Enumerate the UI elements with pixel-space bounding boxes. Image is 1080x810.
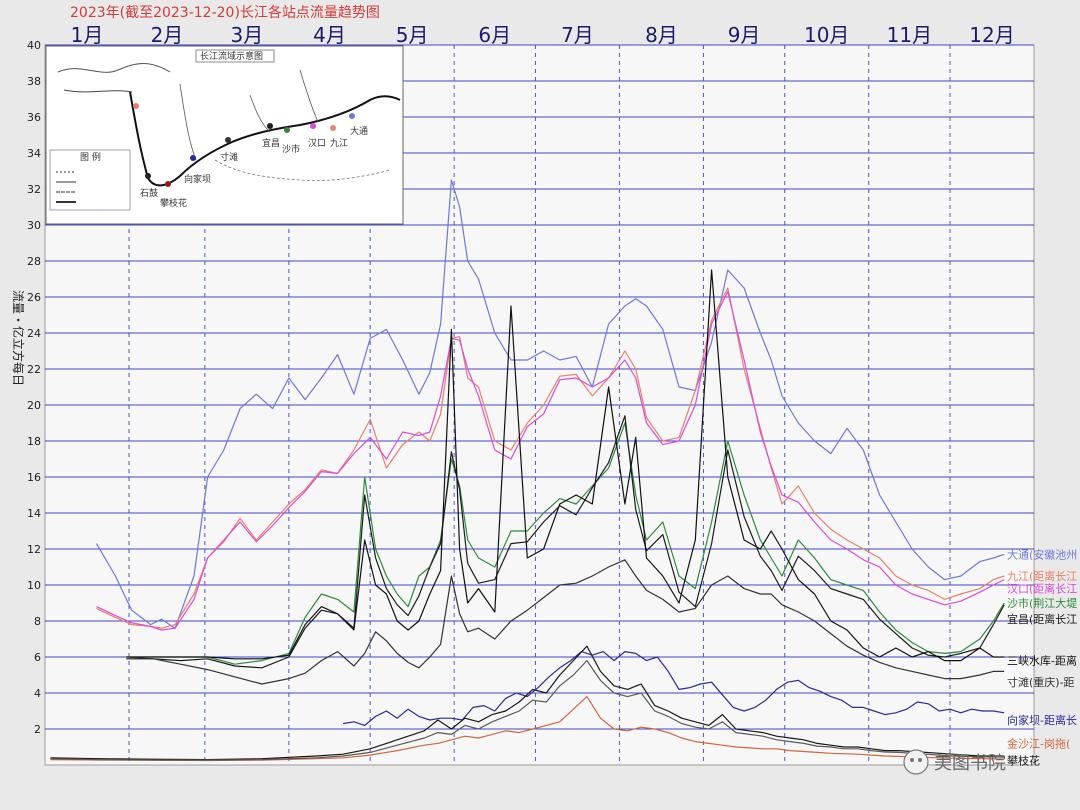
y-tick-label: 30 bbox=[27, 219, 41, 232]
y-tick-label: 32 bbox=[27, 183, 41, 196]
watermark-text: 美图书院 bbox=[934, 753, 1006, 774]
y-tick-label: 36 bbox=[27, 111, 41, 124]
legend-label: 攀枝花 bbox=[1007, 754, 1040, 768]
series-line-7 bbox=[343, 650, 1005, 727]
series-line-6 bbox=[126, 559, 1005, 685]
y-tick-label: 38 bbox=[27, 75, 41, 88]
legend-label: 寸滩(重庆)-距 bbox=[1007, 675, 1075, 689]
y-tick-label: 26 bbox=[27, 291, 41, 304]
legend-label: 汉口(距离长江 bbox=[1007, 582, 1077, 596]
map-tributary-3 bbox=[299, 69, 319, 123]
watermark: 美图书院 bbox=[903, 749, 1006, 775]
station-dot-shashi bbox=[284, 127, 290, 133]
legend-label: 向家坝-距离长 bbox=[1007, 713, 1077, 727]
series-line-9 bbox=[50, 645, 1005, 761]
series-legend: 大通(安徽池州九江(距离长江汉口(距离长江沙市(荆江大堤宜昌(距离长江三峡水库-… bbox=[1007, 547, 1077, 767]
map-river-upper bbox=[57, 63, 171, 73]
wechat-icon-eye-left bbox=[910, 758, 914, 762]
month-label: 6月 bbox=[478, 23, 511, 47]
map-river-west bbox=[63, 89, 133, 93]
y-tick-label: 14 bbox=[27, 507, 41, 520]
series-line-10 bbox=[50, 659, 1005, 761]
y-tick-label: 4 bbox=[34, 687, 41, 700]
map-tributary-2 bbox=[249, 94, 271, 133]
month-label: 9月 bbox=[728, 23, 761, 47]
inset-map-legend-title: 图 例 bbox=[80, 151, 101, 163]
inset-map-title-box bbox=[195, 49, 275, 63]
inset-map-legend-box bbox=[49, 149, 131, 211]
y-tick-label: 34 bbox=[27, 147, 41, 160]
legend-label: 九江(距离长江 bbox=[1007, 569, 1077, 583]
y-tick-label: 6 bbox=[34, 651, 41, 664]
y-tick-label: 8 bbox=[34, 615, 41, 628]
station-dot-jiujiang bbox=[330, 125, 336, 131]
month-label: 2月 bbox=[151, 23, 184, 47]
y-tick-label: 16 bbox=[27, 471, 41, 484]
series-line-8 bbox=[50, 695, 1005, 762]
station-dot-panzhihua bbox=[165, 181, 171, 187]
month-label: 5月 bbox=[396, 23, 429, 47]
legend-label: 宜昌(距离长江 bbox=[1007, 612, 1077, 626]
month-label: 3月 bbox=[230, 23, 263, 47]
series-line-5 bbox=[126, 269, 1005, 662]
y-tick-label: 22 bbox=[27, 363, 41, 376]
month-label: 4月 bbox=[313, 23, 346, 47]
y-tick-label: 40 bbox=[27, 39, 41, 52]
series-layer bbox=[50, 179, 1005, 762]
station-label-yichang: 宜昌 bbox=[262, 137, 280, 149]
station-dot-datong bbox=[349, 113, 355, 119]
station-dot-hankou bbox=[310, 123, 316, 129]
legend-label: 金沙江-岗拖( bbox=[1007, 736, 1070, 750]
station-label-cuntan: 寸滩 bbox=[220, 151, 238, 163]
month-label: 8月 bbox=[645, 23, 678, 47]
month-labels: 1月 2月 3月 4月 5月 6月 7月 8月 9月 10月 11月 12月 bbox=[71, 23, 1015, 47]
station-label-shigu: 石鼓 bbox=[140, 187, 158, 199]
station-label-jiujiang: 九江 bbox=[330, 138, 348, 149]
y-tick-label: 12 bbox=[27, 543, 41, 556]
y-tick-label: 20 bbox=[27, 399, 41, 412]
station-dot-gangtuo bbox=[133, 103, 139, 109]
y-tick-label: 10 bbox=[27, 579, 41, 592]
station-dot-cuntan bbox=[225, 137, 231, 143]
series-line-3 bbox=[126, 422, 1005, 665]
series-line-0 bbox=[95, 179, 1005, 629]
station-label-xiangjiaba: 向家坝 bbox=[184, 173, 211, 185]
station-dot-shigu bbox=[145, 173, 151, 179]
month-label: 12月 bbox=[969, 23, 1014, 47]
station-label-panzhihua: 攀枝花 bbox=[160, 197, 187, 209]
y-axis-label: 流量・亿立方每日 bbox=[11, 290, 26, 386]
month-label: 10月 bbox=[804, 23, 849, 47]
month-label: 11月 bbox=[887, 23, 932, 47]
chart-title: 2023年(截至2023-12-20)长江各站点流量趋势图 bbox=[70, 5, 380, 21]
legend-label: 大通(安徽池州 bbox=[1007, 547, 1077, 561]
legend-label: 沙市(荆江大堤 bbox=[1007, 596, 1077, 610]
wechat-icon-eye-right bbox=[918, 758, 922, 762]
inset-map-title: 长江流域示意图 bbox=[200, 50, 263, 62]
station-dot-yichang bbox=[267, 123, 273, 129]
map-tributary-1 bbox=[179, 83, 197, 161]
inset-map: 长江流域示意图 图 例 石鼓 攀枝花 向家坝 寸滩 宜昌 bbox=[45, 45, 404, 225]
map-boundary bbox=[214, 159, 391, 181]
station-dot-xiangjiaba bbox=[190, 155, 196, 161]
series-line-2 bbox=[96, 291, 1005, 631]
wechat-icon bbox=[903, 749, 929, 775]
legend-label: 三峡水库-距离 bbox=[1007, 654, 1077, 668]
y-tick-label: 18 bbox=[27, 435, 41, 448]
month-label: 7月 bbox=[561, 23, 594, 47]
station-label-shashi: 沙市 bbox=[282, 143, 300, 155]
series-line-1 bbox=[96, 287, 1005, 629]
station-label-datong: 大通 bbox=[350, 125, 368, 137]
y-tick-label: 28 bbox=[27, 255, 41, 268]
y-tick-label: 24 bbox=[27, 327, 41, 340]
y-tick-label: 2 bbox=[34, 723, 41, 736]
month-label: 1月 bbox=[71, 23, 104, 47]
station-label-hankou: 汉口 bbox=[308, 138, 326, 149]
